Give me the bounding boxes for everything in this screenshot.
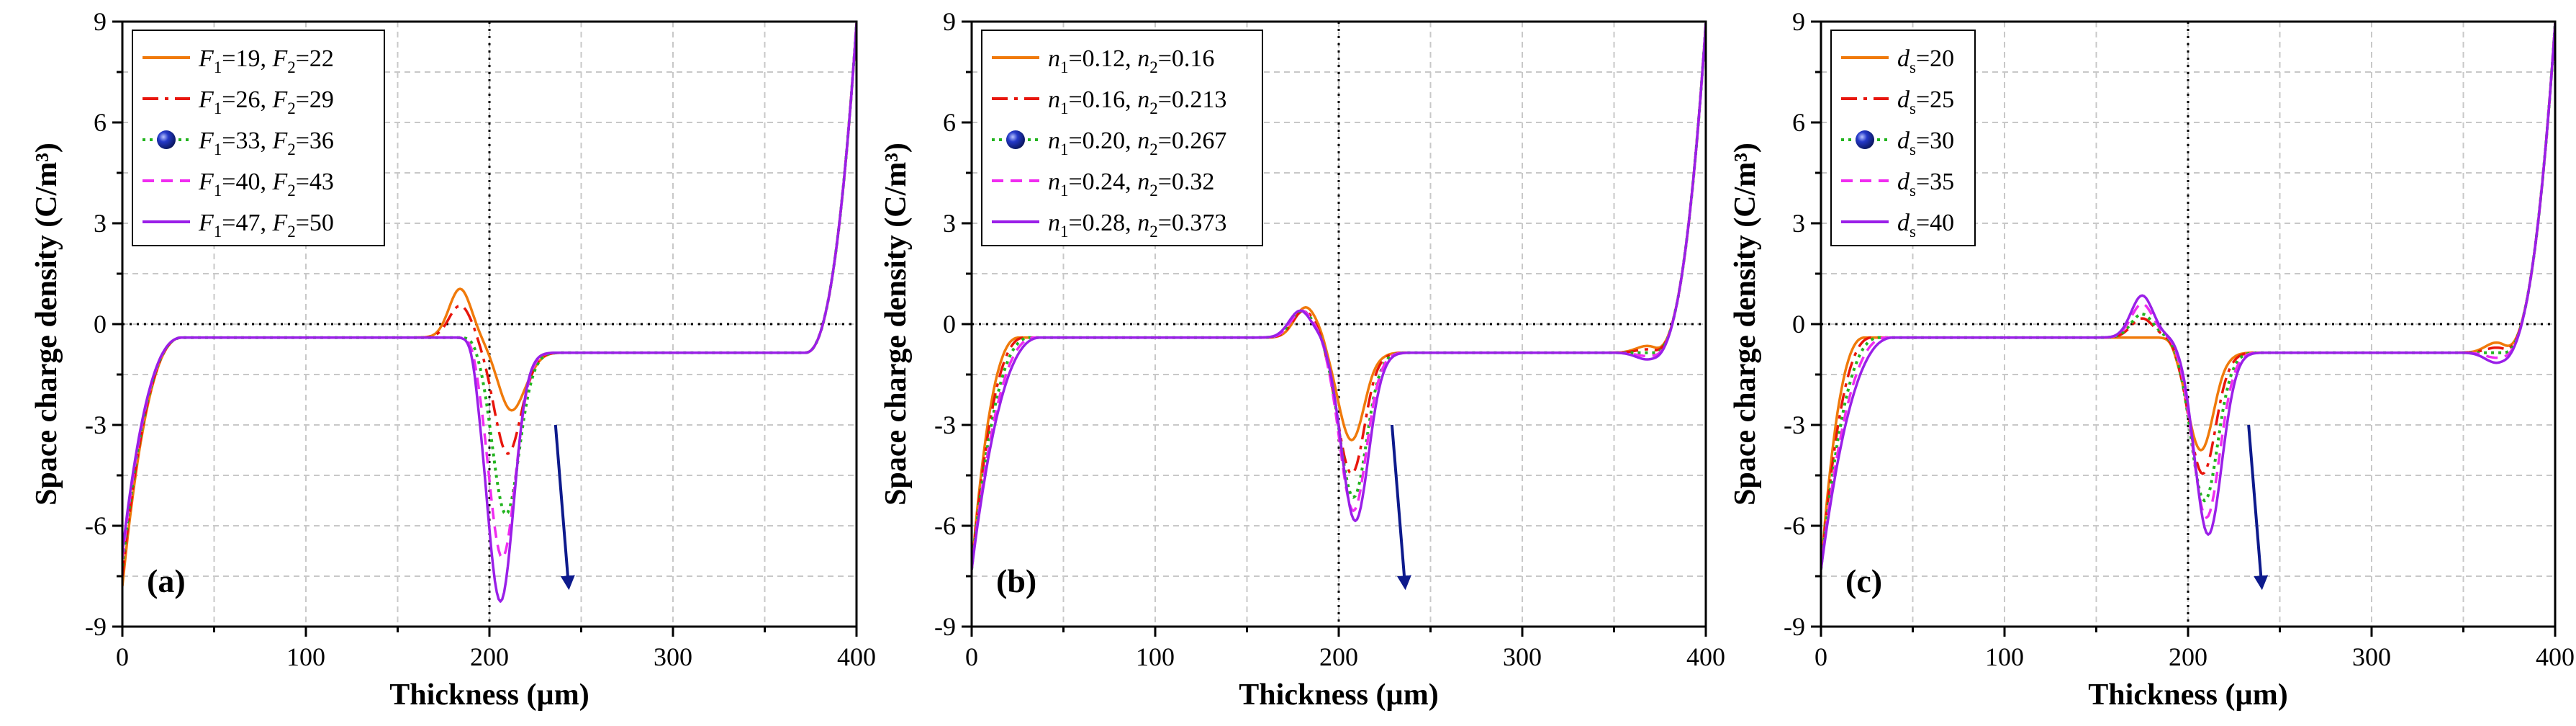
- panel-b: 0 100 200 300 400 -9 -6 -3 0 3 6 9 Thickness (µm) Spa…: [880, 7, 1725, 712]
- panel-label: (c): [1845, 563, 1882, 599]
- y-tick-label: -6: [85, 511, 107, 540]
- y-tick-label: 3: [943, 209, 956, 238]
- y-tick-label: 3: [94, 209, 107, 238]
- series-group: [1821, 23, 2555, 570]
- legend-entry: n1=0.28, n2=0.373: [1048, 210, 1226, 241]
- legend-entry: F1=33, F2=36: [198, 127, 334, 158]
- panel-label: (a): [147, 563, 186, 599]
- legend: ds=20 ds=25 ds=30 ds=35 ds=40: [1830, 30, 1976, 246]
- x-tick-label: 300: [1503, 642, 1542, 671]
- legend-box: [1830, 30, 1976, 246]
- trend-arrow: [2247, 424, 2269, 591]
- legend-entry: ds=35: [1897, 169, 1954, 200]
- legend-entry: F1=19, F2=22: [198, 45, 334, 76]
- series-group: [972, 23, 1706, 570]
- trend-arrow: [553, 424, 575, 591]
- y-tick-label: -9: [934, 612, 956, 641]
- x-tick-label: 0: [965, 642, 978, 671]
- y-axis-label: Space charge density (C/m³): [1729, 143, 1762, 506]
- legend: F1=19, F2=22 F1=26, F2=29 F1=33, F2=36 F1=4…: [132, 30, 385, 246]
- legend-entry: n1=0.16, n2=0.213: [1048, 86, 1226, 117]
- x-tick-label: 200: [2169, 642, 2207, 671]
- legend-entry: n1=0.20, n2=0.267: [1048, 127, 1226, 158]
- legend-entry: n1=0.12, n2=0.16: [1048, 45, 1214, 76]
- y-tick-label: -9: [85, 612, 107, 641]
- x-tick-label: 100: [1985, 642, 2024, 671]
- legend-entry: F1=40, F2=43: [198, 169, 334, 200]
- x-tick-label: 300: [2352, 642, 2391, 671]
- x-tick-label: 100: [286, 642, 325, 671]
- y-tick-label: 0: [94, 310, 107, 339]
- x-tick-label: 400: [2536, 642, 2575, 671]
- legend-marker-sphere: [1006, 130, 1025, 149]
- trend-arrow: [1390, 424, 1411, 591]
- y-tick-label: -6: [934, 511, 956, 540]
- series-group: [122, 23, 857, 603]
- y-tick-label: 6: [94, 108, 107, 137]
- legend-marker-sphere: [157, 130, 176, 149]
- legend-entry: F1=26, F2=29: [198, 86, 334, 117]
- y-axis-label: Space charge density (C/m³): [880, 143, 913, 506]
- x-tick-label: 300: [654, 642, 692, 671]
- y-tick-label: 0: [1792, 310, 1805, 339]
- legend-entry: F1=47, F2=50: [198, 210, 334, 241]
- x-tick-label: 0: [1815, 642, 1827, 671]
- y-tick-label: -3: [934, 411, 956, 439]
- y-tick-label: -6: [1784, 511, 1805, 540]
- panel-c: 0 100 200 300 400 -9 -6 -3 0 3 6 9 Thickness (µm) Spa…: [1729, 7, 2575, 712]
- series-line-5: [972, 23, 1706, 570]
- y-tick-label: -3: [1784, 411, 1805, 439]
- y-tick-label: 0: [943, 310, 956, 339]
- x-tick-label: 100: [1136, 642, 1175, 671]
- legend-entry: ds=40: [1897, 210, 1954, 241]
- x-axis-label: Thickness (µm): [2088, 678, 2287, 712]
- legend: n1=0.12, n2=0.16 n1=0.16, n2=0.213 n1=0.20…: [981, 30, 1263, 246]
- y-tick-label: 9: [1792, 7, 1805, 36]
- panel-a: 0 100 200 300 400 -9 -6 -3 0 3 6 9 Thickness (µm) Spa…: [30, 7, 876, 712]
- series-line-5: [1821, 23, 2555, 570]
- x-axis-label: Thickness (µm): [389, 678, 589, 712]
- legend-box: [981, 30, 1263, 246]
- y-tick-label: -3: [85, 411, 107, 439]
- legend-entry: ds=30: [1897, 127, 1954, 158]
- x-tick-label: 0: [116, 642, 129, 671]
- y-tick-label: -9: [1784, 612, 1805, 641]
- x-axis-label: Thickness (µm): [1239, 678, 1438, 712]
- y-tick-label: 3: [1792, 209, 1805, 238]
- x-tick-label: 200: [470, 642, 509, 671]
- y-axis-label: Space charge density (C/m³): [30, 143, 63, 506]
- y-tick-label: 9: [94, 7, 107, 36]
- x-tick-label: 200: [1319, 642, 1358, 671]
- y-tick-label: 9: [943, 7, 956, 36]
- series-line-5: [122, 23, 857, 603]
- y-tick-label: 6: [943, 108, 956, 137]
- x-tick-label: 400: [837, 642, 876, 671]
- legend-entry: ds=20: [1897, 45, 1954, 76]
- legend-entry: n1=0.24, n2=0.32: [1048, 169, 1214, 200]
- panel-label: (b): [996, 563, 1036, 599]
- legend-marker-sphere: [1856, 130, 1874, 149]
- legend-entry: ds=25: [1897, 86, 1954, 117]
- y-tick-label: 6: [1792, 108, 1805, 137]
- x-tick-label: 400: [1686, 642, 1725, 671]
